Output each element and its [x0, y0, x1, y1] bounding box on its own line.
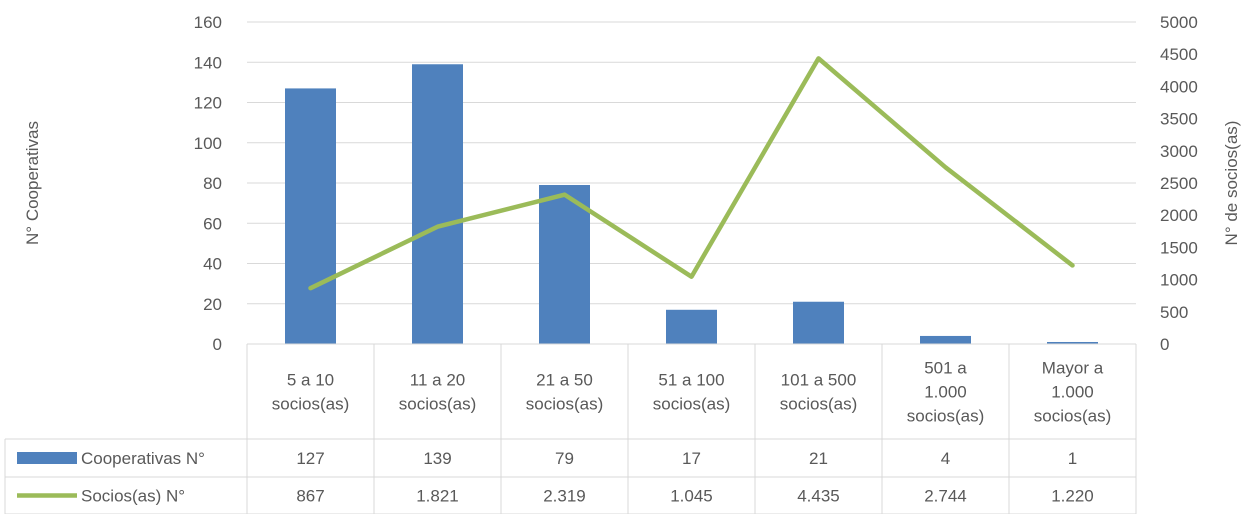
right-tick-label: 2500 — [1160, 174, 1198, 193]
legend-label: Cooperativas N° — [81, 449, 205, 468]
gridlines — [247, 21, 1136, 345]
right-tick-label: 0 — [1160, 335, 1169, 354]
left-tick-label: 20 — [203, 295, 222, 314]
line-series — [308, 56, 1075, 291]
right-tick-label: 500 — [1160, 303, 1188, 322]
right-tick-label: 1000 — [1160, 271, 1198, 290]
table-value: 139 — [423, 449, 451, 468]
legend-label: Socios(as) N° — [81, 487, 185, 506]
left-tick-label: 0 — [213, 335, 222, 354]
table-value: 4.435 — [797, 487, 840, 506]
bar — [539, 185, 590, 344]
left-tick-label: 140 — [194, 53, 222, 72]
bar — [666, 309, 717, 344]
left-tick-label: 120 — [194, 94, 222, 113]
bar — [412, 64, 463, 344]
left-tick-label: 160 — [194, 13, 222, 32]
table-value: 1.220 — [1051, 487, 1094, 506]
right-axis-ticks: 0 500 1000 1500 2000 2500 3000 3500 4000 4500 5000 — [1160, 13, 1198, 354]
right-tick-label: 3000 — [1160, 142, 1198, 161]
left-tick-label: 40 — [203, 255, 222, 274]
left-axis-label: N° Cooperativas — [23, 121, 42, 245]
table-value: 4 — [941, 449, 950, 468]
right-tick-label: 3500 — [1160, 110, 1198, 129]
table-value: 2.319 — [543, 487, 586, 506]
category-label: 101 a 500 socios(as) — [780, 371, 857, 414]
category-label: 501 a 1.000 socios(as) — [907, 359, 984, 426]
category-label: 51 a 100 socios(as) — [653, 371, 730, 414]
table-value: 1 — [1068, 449, 1077, 468]
table-value: 17 — [682, 449, 701, 468]
right-tick-label: 4500 — [1160, 45, 1198, 64]
data-table: 5 a 10 socios(as) 11 a 20 socios(as) 21 a 50… — [4, 343, 1137, 514]
right-tick-label: 1500 — [1160, 238, 1198, 257]
table-value: 1.045 — [670, 487, 713, 506]
category-label: 11 a 20 socios(as) — [399, 371, 476, 414]
right-axis-label: N° de socios(as) — [1222, 121, 1241, 246]
table-value: 867 — [296, 487, 324, 506]
table-value: 1.821 — [416, 487, 459, 506]
table-value: 79 — [555, 449, 574, 468]
bar — [285, 88, 336, 344]
category-label: Mayor a 1.000 socios(as) — [1034, 359, 1111, 426]
bar — [1047, 341, 1098, 344]
right-tick-label: 5000 — [1160, 13, 1198, 32]
left-axis-ticks: 0 20 40 60 80 100 120 140 160 — [194, 13, 222, 354]
left-tick-label: 100 — [194, 134, 222, 153]
bar-series — [285, 64, 1098, 344]
table-value: 127 — [296, 449, 324, 468]
right-tick-label: 4000 — [1160, 77, 1198, 96]
category-label: 5 a 10 socios(as) — [272, 371, 349, 414]
left-tick-label: 80 — [203, 174, 222, 193]
table-value: 21 — [809, 449, 828, 468]
bar — [793, 301, 844, 344]
left-tick-label: 60 — [203, 214, 222, 233]
table-value: 2.744 — [924, 487, 967, 506]
legend-key-bar — [17, 452, 77, 464]
bar — [920, 335, 971, 344]
category-label: 21 a 50 socios(as) — [526, 371, 603, 414]
right-tick-label: 2000 — [1160, 206, 1198, 225]
